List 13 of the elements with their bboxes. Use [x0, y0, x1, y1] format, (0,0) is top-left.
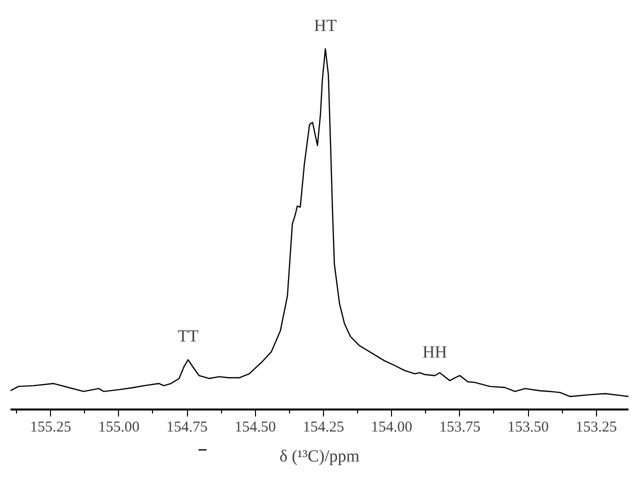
x-tick-label: 155.25: [30, 420, 72, 436]
x-tick-label: 154.00: [371, 420, 412, 436]
annotation: HT: [314, 16, 338, 35]
x-axis-title: δ (¹³C)/ppm: [279, 446, 360, 466]
annotation: HH: [422, 342, 448, 362]
x-tick-label: 155.00: [98, 420, 140, 436]
x-tick-label: 154.75: [166, 420, 208, 436]
x-tick-label: 153.75: [439, 420, 481, 436]
x-tick-label: 153.25: [576, 420, 617, 436]
annotation: TT: [178, 326, 200, 346]
x-tick-label: 154.50: [234, 420, 276, 436]
x-tick-label: 153.50: [507, 420, 549, 436]
x-tick-label: 154.25: [302, 420, 344, 436]
